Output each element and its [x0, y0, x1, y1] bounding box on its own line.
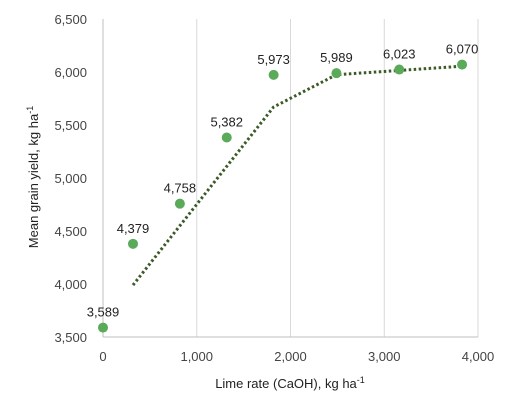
y-tick-label: 4,500 [54, 224, 87, 239]
x-tick-label: 1,000 [180, 349, 213, 364]
data-point [98, 322, 108, 333]
data-point [394, 64, 405, 75]
data-label: 4,758 [164, 181, 197, 196]
y-axis-title-sup: -1 [25, 106, 35, 114]
y-tick-label: 6,000 [54, 65, 87, 80]
tick-labels: 3,500 4,000 4,500 5,000 5,500 6,000 6,500 0 1,00… [54, 12, 494, 364]
data-label: 5,382 [210, 115, 243, 130]
data-points [98, 59, 468, 333]
trendline [131, 64, 463, 287]
data-labels: 3,589 4,379 4,758 5,382 5,973 5,989 6,023 6,070 [87, 42, 479, 320]
y-tick-label: 5,000 [54, 171, 87, 186]
y-axis-title: Mean grain yield, kg ha-1 [25, 106, 41, 248]
data-point [221, 132, 232, 143]
y-axis-title-text: Mean grain yield, kg ha [26, 113, 41, 248]
data-label: 4,379 [117, 221, 150, 236]
data-label: 5,973 [257, 52, 290, 67]
data-label: 6,070 [446, 42, 479, 57]
data-point [128, 238, 138, 249]
data-label: 5,989 [320, 50, 353, 65]
y-tick-label: 3,500 [54, 330, 87, 345]
data-point [331, 68, 342, 79]
x-tick-label: 0 [99, 349, 106, 364]
axes [102, 19, 478, 338]
y-tick-label: 6,500 [54, 12, 87, 27]
x-tick-label: 2,000 [274, 349, 307, 364]
data-point [174, 198, 185, 209]
trendline-path [131, 64, 463, 287]
y-tick-label: 5,500 [54, 118, 87, 133]
y-tick-label: 4,000 [54, 277, 87, 292]
x-tick-label: 4,000 [462, 349, 495, 364]
x-axis-title-text: Lime rate (CaOH), kg ha [215, 376, 357, 391]
x-tick-label: 3,000 [368, 349, 401, 364]
data-point [268, 69, 279, 80]
data-label: 3,589 [87, 305, 120, 320]
x-axis-title-sup: -1 [357, 375, 365, 385]
data-label: 6,023 [383, 47, 416, 62]
x-axis-title: Lime rate (CaOH), kg ha-1 [215, 375, 365, 391]
data-point [457, 59, 468, 70]
